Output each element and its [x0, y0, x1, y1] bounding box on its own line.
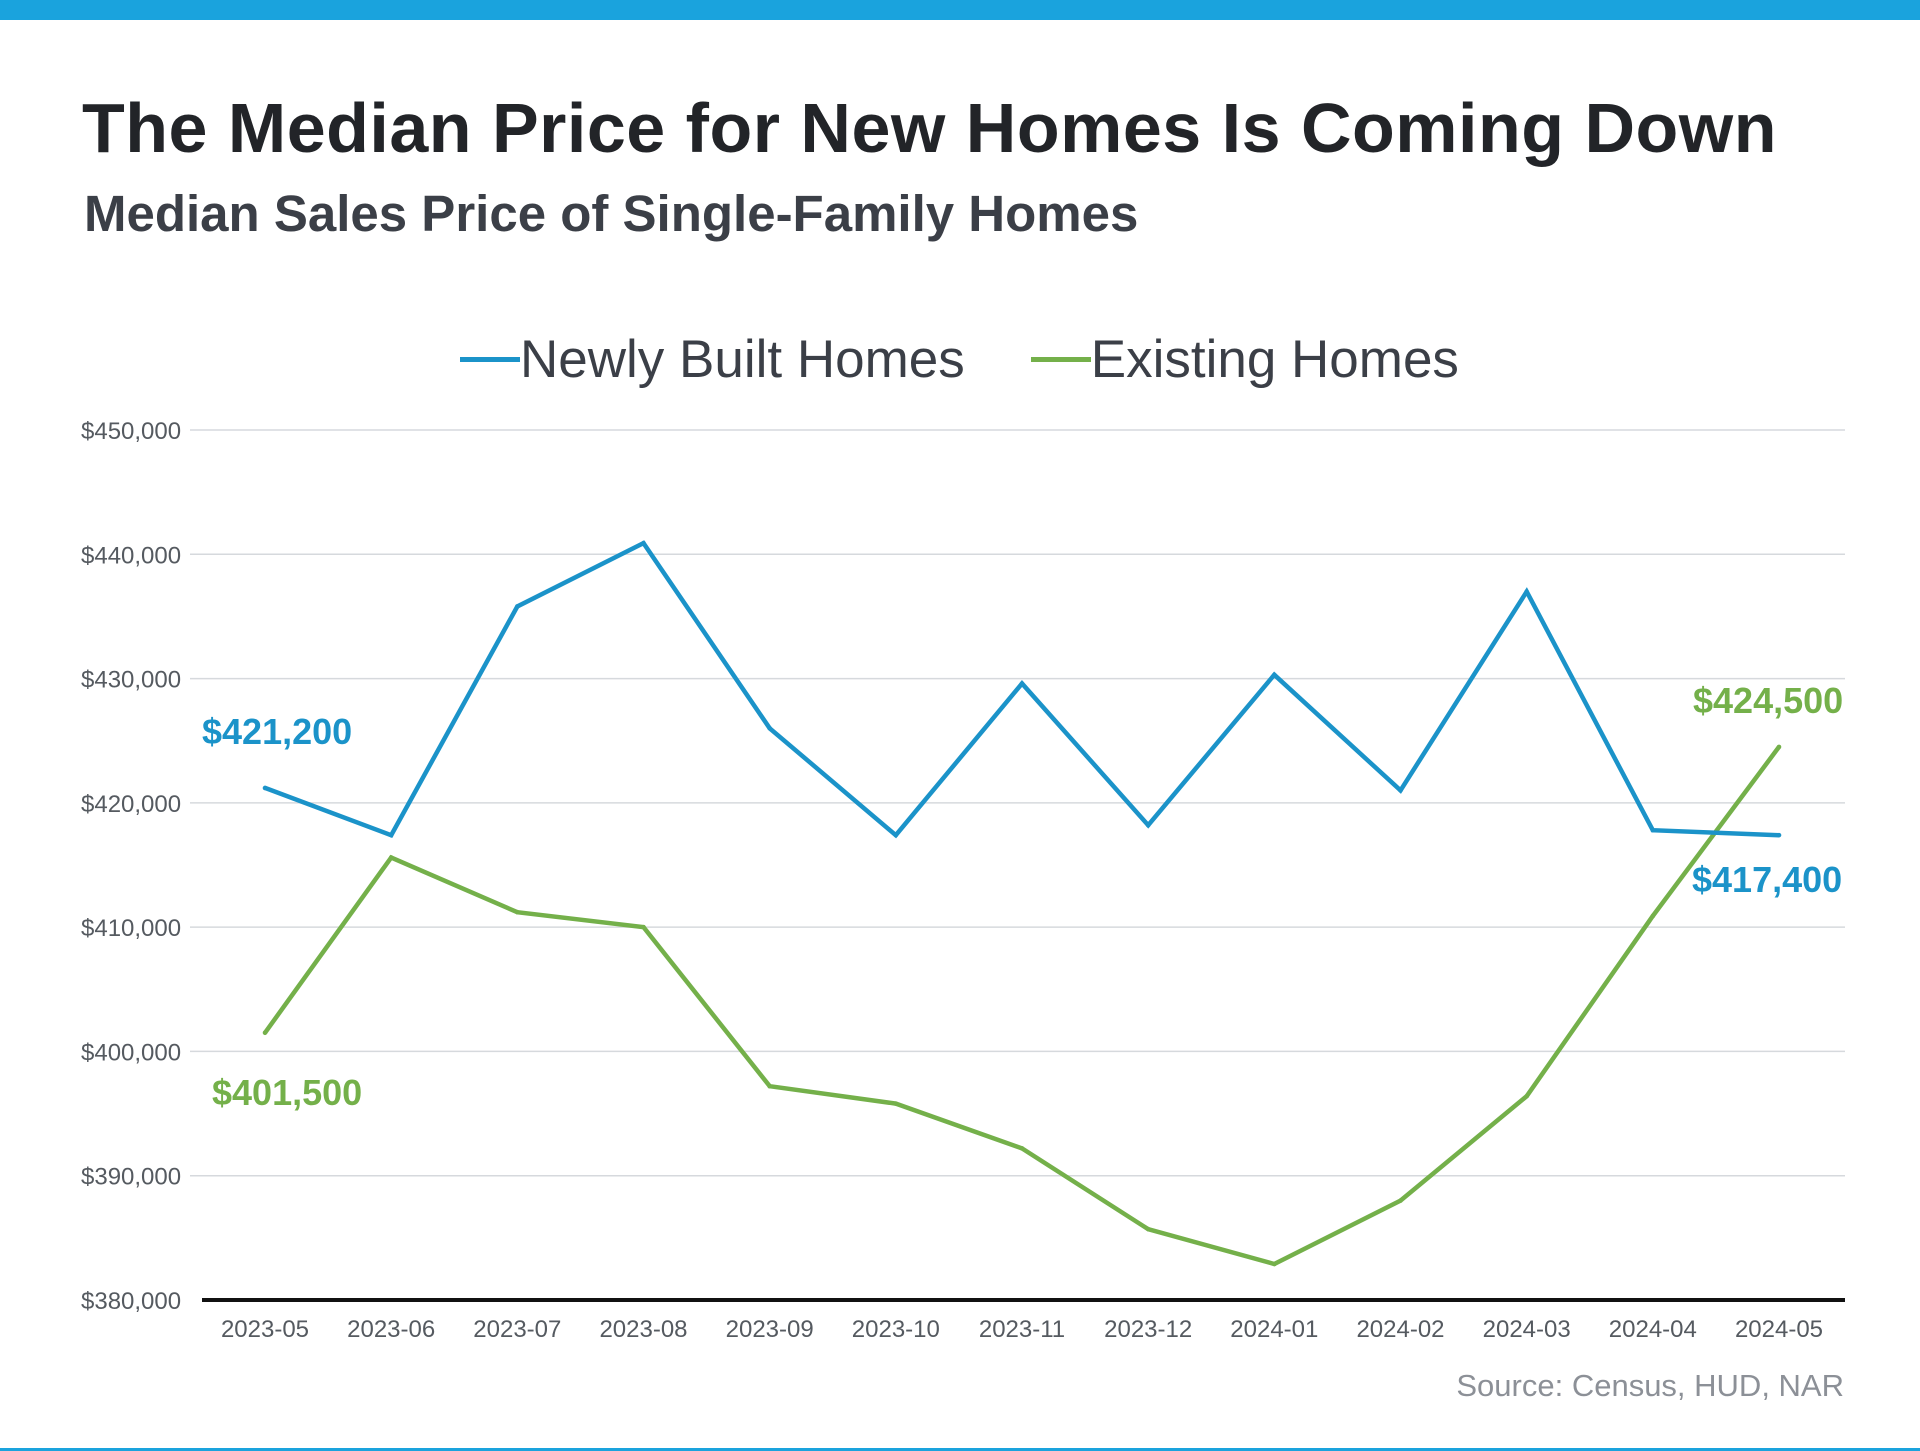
- x-tick-label: 2023-09: [726, 1316, 814, 1343]
- x-tick-label: 2023-07: [473, 1316, 561, 1343]
- series-line-existing: [263, 745, 1781, 1267]
- y-tick-label: $430,000: [81, 667, 181, 694]
- chart-legend: Newly Built Homes Existing Homes: [460, 327, 1525, 391]
- x-tick-label: 2023-12: [1104, 1316, 1192, 1343]
- data-label: $401,500: [212, 1072, 362, 1113]
- data-point: [1272, 1261, 1277, 1267]
- data-point: [1524, 1093, 1529, 1099]
- data-point: [767, 1083, 772, 1089]
- y-tick-label: $400,000: [81, 1039, 181, 1066]
- data-point: [262, 1030, 268, 1036]
- series-layer: [262, 540, 1782, 1267]
- legend-swatch-existing: [1030, 356, 1091, 362]
- data-label: $417,400: [1692, 859, 1842, 900]
- grid-layer: [190, 429, 1845, 1177]
- legend-label-existing: Existing Homes: [1090, 329, 1459, 389]
- y-tick-label: $380,000: [81, 1288, 181, 1315]
- x-tick-label: 2024-01: [1230, 1316, 1318, 1343]
- y-tick-label: $390,000: [81, 1164, 181, 1191]
- data-point: [262, 785, 268, 791]
- data-point: [515, 604, 520, 609]
- x-tick-label: 2023-11: [979, 1316, 1065, 1343]
- data-point: [1776, 832, 1782, 838]
- data-point: [388, 855, 394, 860]
- x-tick-label: 2024-03: [1483, 1316, 1571, 1343]
- axis-layer: $380,000 $390,000 $400,000 $410,000 $420,000…: [81, 418, 1845, 1343]
- data-label-layer: $421,200 $417,400 $401,500 $424,500: [202, 680, 1843, 1113]
- source-note: Source: Census, HUD, NAR: [1456, 1368, 1844, 1403]
- chart-title: The Median Price for New Homes Is Coming…: [82, 89, 1777, 167]
- y-tick-label: $450,000: [81, 418, 181, 445]
- data-point: [1272, 672, 1277, 678]
- data-point: [1145, 822, 1151, 828]
- x-tick-label: 2024-02: [1356, 1316, 1444, 1343]
- data-point: [1650, 827, 1656, 833]
- top-accent-bar: [0, 0, 1920, 20]
- y-tick-label: $440,000: [81, 542, 181, 569]
- legend-swatch-newly-built: [460, 356, 520, 362]
- data-point: [515, 909, 520, 915]
- y-tick-label: $420,000: [81, 791, 181, 818]
- series-line-newly-built: [264, 540, 1780, 839]
- data-point: [1398, 1198, 1403, 1203]
- legend-item-newly-built: Newly Built Homes: [460, 329, 965, 390]
- data-point: [1019, 1146, 1025, 1151]
- data-point: [641, 540, 646, 546]
- data-point: [1398, 788, 1403, 793]
- x-tick-label: 2023-10: [852, 1316, 940, 1343]
- data-label: $421,200: [202, 711, 352, 752]
- y-tick-label: $410,000: [81, 915, 181, 942]
- data-point: [1776, 744, 1782, 750]
- x-tick-label: 2023-06: [347, 1316, 435, 1343]
- data-point: [767, 725, 772, 731]
- data-point: [1650, 913, 1656, 919]
- legend-item-existing: Existing Homes: [1030, 329, 1459, 390]
- x-tick-label: 2024-04: [1609, 1316, 1697, 1343]
- data-label: $424,500: [1693, 680, 1843, 721]
- data-point: [893, 1101, 899, 1106]
- x-tick-label: 2024-05: [1735, 1316, 1823, 1343]
- data-point: [641, 924, 646, 930]
- data-point: [1524, 589, 1529, 594]
- chart-subtitle: Median Sales Price of Single-Family Home…: [84, 185, 1139, 242]
- data-point: [893, 832, 899, 838]
- data-point: [1019, 681, 1025, 686]
- data-point: [388, 832, 394, 838]
- x-tick-label: 2023-08: [599, 1316, 687, 1343]
- x-tick-label: 2023-05: [221, 1316, 309, 1343]
- data-point: [1145, 1226, 1151, 1232]
- legend-label-newly-built: Newly Built Homes: [520, 329, 965, 389]
- bottom-accent-bar: [0, 1448, 1920, 1451]
